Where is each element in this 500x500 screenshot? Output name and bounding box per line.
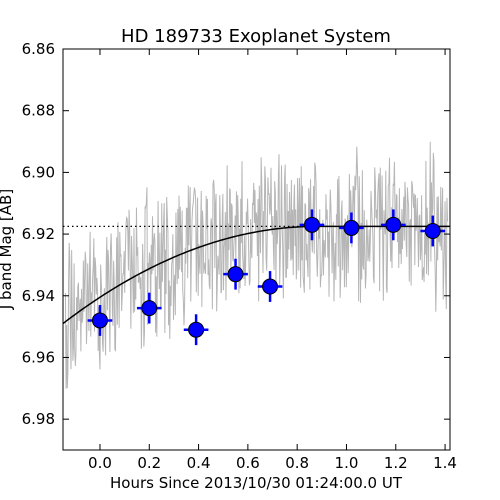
plot-frame xyxy=(62,48,451,451)
point-marker xyxy=(227,266,244,283)
y-tick-label: 6.98 xyxy=(22,410,55,428)
x-tick-label: 0.6 xyxy=(236,454,260,472)
data-point xyxy=(223,258,248,290)
point-marker xyxy=(141,300,158,317)
point-marker xyxy=(188,321,205,338)
y-tick-label: 6.94 xyxy=(22,287,55,305)
point-marker xyxy=(262,278,279,295)
data-point xyxy=(183,314,209,346)
data-point xyxy=(299,209,325,241)
y-tick-label: 6.86 xyxy=(22,40,55,58)
x-tick-label: 1.4 xyxy=(433,454,457,472)
x-tick-label: 1.0 xyxy=(335,454,359,472)
x-tick-label: 0.0 xyxy=(88,454,112,472)
data-point xyxy=(257,271,283,302)
y-tick-label: 6.92 xyxy=(22,225,55,243)
y-tick-labels: 6.86 6.88 6.90 6.92 6.94 6.96 6.98 xyxy=(22,40,55,428)
y-tick-label: 6.88 xyxy=(22,102,55,120)
raw-data-layer xyxy=(64,141,449,389)
raw-series-line xyxy=(64,141,449,389)
point-marker xyxy=(385,216,402,233)
x-tick-label: 0.8 xyxy=(285,454,309,472)
x-tick-label: 0.2 xyxy=(137,454,161,472)
point-marker xyxy=(424,222,441,239)
binned-points-layer xyxy=(87,209,446,346)
data-point xyxy=(420,215,446,247)
point-marker xyxy=(91,312,108,329)
data-point xyxy=(87,305,113,336)
data-point xyxy=(136,292,162,324)
point-marker xyxy=(303,216,320,233)
y-tick-label: 6.90 xyxy=(22,163,55,181)
y-tick-label: 6.96 xyxy=(22,348,55,366)
ticks-layer xyxy=(63,48,450,450)
x-tick-label: 0.4 xyxy=(187,454,211,472)
data-point xyxy=(380,209,406,241)
x-axis-label: Hours Since 2013/10/30 01:24:00.0 UT xyxy=(110,474,403,492)
x-tick-label: 1.2 xyxy=(384,454,408,472)
point-marker xyxy=(343,219,360,236)
x-tick-labels: 0.0 0.2 0.4 0.6 0.8 1.0 1.2 1.4 xyxy=(88,454,457,472)
data-point xyxy=(339,212,364,244)
chart-title: HD 189733 Exoplanet System xyxy=(121,26,391,47)
y-axis-label: J band Mag [AB] xyxy=(0,189,15,310)
